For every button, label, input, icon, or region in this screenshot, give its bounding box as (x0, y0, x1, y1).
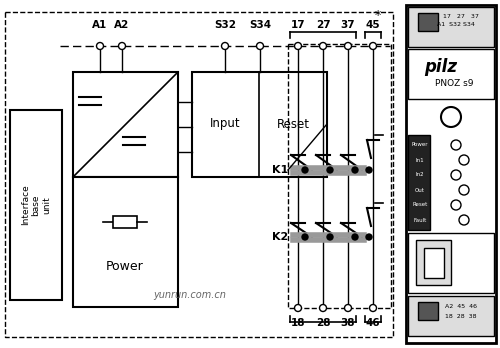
Text: 17   27   37: 17 27 37 (443, 15, 479, 19)
Circle shape (459, 215, 469, 225)
Circle shape (370, 42, 376, 49)
Circle shape (320, 42, 326, 49)
Text: A2  45  46: A2 45 46 (445, 304, 477, 309)
Text: S34: S34 (249, 20, 271, 30)
Circle shape (352, 167, 358, 173)
Bar (192, 72, 327, 177)
Circle shape (294, 304, 302, 311)
Circle shape (320, 304, 326, 311)
Text: yunrun.com.cn: yunrun.com.cn (154, 290, 226, 300)
Bar (416, 240, 451, 285)
Circle shape (344, 42, 352, 49)
Bar (408, 49, 494, 99)
Text: K2: K2 (272, 232, 288, 242)
Circle shape (451, 200, 461, 210)
Circle shape (222, 42, 228, 49)
Bar (408, 7, 494, 47)
Bar (5, 12, 393, 337)
Text: *: * (375, 9, 381, 23)
Circle shape (451, 140, 461, 150)
Bar (418, 302, 438, 320)
Bar (406, 5, 496, 343)
Circle shape (96, 42, 103, 49)
Text: 18: 18 (291, 318, 305, 328)
Text: 17: 17 (290, 20, 306, 30)
Text: Power: Power (106, 261, 144, 274)
Bar (113, 216, 137, 228)
Text: Interface
base
unit: Interface base unit (21, 185, 51, 226)
Bar (10, 110, 62, 300)
Text: 37: 37 (340, 20, 355, 30)
Circle shape (370, 304, 376, 311)
Circle shape (327, 234, 333, 240)
Circle shape (366, 234, 372, 240)
Text: A2: A2 (114, 20, 130, 30)
Bar (408, 233, 494, 293)
Circle shape (256, 42, 264, 49)
Circle shape (352, 234, 358, 240)
Text: Out: Out (415, 188, 425, 192)
Text: Reset: Reset (412, 203, 428, 207)
Text: Fault: Fault (414, 218, 426, 222)
Circle shape (302, 167, 308, 173)
Circle shape (327, 167, 333, 173)
Bar (418, 13, 438, 31)
Bar (408, 135, 430, 230)
Circle shape (451, 170, 461, 180)
Text: 27: 27 (316, 20, 330, 30)
Text: K1: K1 (272, 165, 288, 175)
Text: 28: 28 (316, 318, 330, 328)
Bar (73, 72, 178, 177)
Circle shape (459, 185, 469, 195)
Circle shape (441, 107, 461, 127)
Circle shape (302, 234, 308, 240)
Text: 38: 38 (341, 318, 355, 328)
Circle shape (344, 304, 352, 311)
Text: 18  28  38: 18 28 38 (446, 315, 477, 319)
Text: Power: Power (412, 142, 428, 148)
Text: 45: 45 (366, 20, 380, 30)
Text: 46: 46 (366, 318, 380, 328)
Circle shape (366, 167, 372, 173)
Circle shape (118, 42, 126, 49)
Bar (408, 296, 494, 336)
Text: S32: S32 (214, 20, 236, 30)
Bar (424, 248, 444, 278)
Text: A1: A1 (92, 20, 108, 30)
Text: Input: Input (210, 118, 240, 130)
Text: pilz: pilz (424, 58, 458, 76)
Text: In2: In2 (416, 173, 424, 177)
Bar (73, 177, 178, 307)
Text: Reset: Reset (276, 118, 310, 130)
Bar (288, 44, 391, 308)
Circle shape (459, 155, 469, 165)
Circle shape (294, 42, 302, 49)
Text: A1  S32 S34: A1 S32 S34 (437, 23, 475, 27)
Text: PNOZ s9: PNOZ s9 (435, 79, 473, 87)
Text: In1: In1 (416, 158, 424, 163)
